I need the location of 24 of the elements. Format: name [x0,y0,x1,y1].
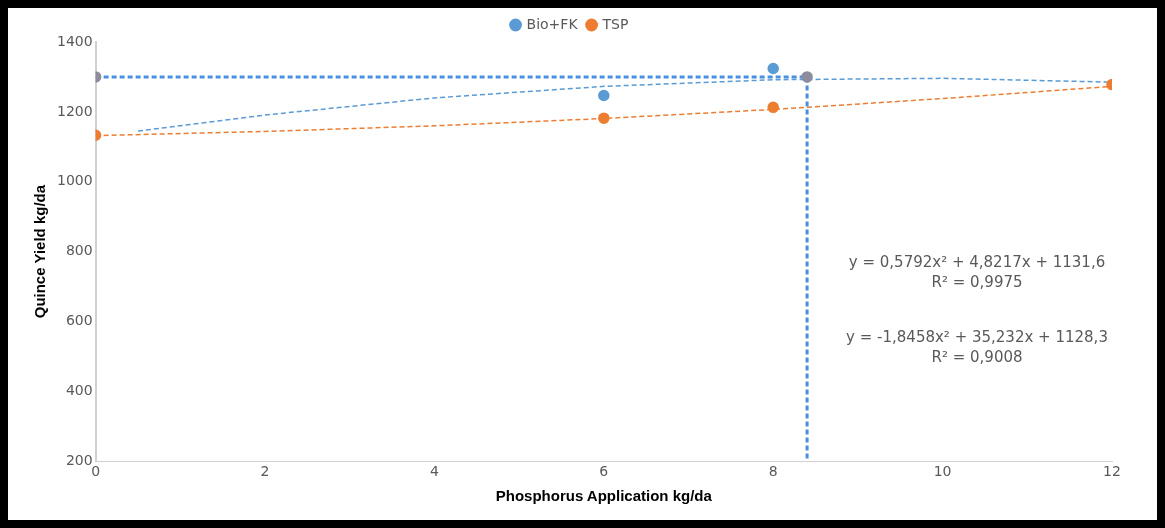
point [598,89,610,102]
y-tick-label: 1400 [56,32,93,49]
x-tick-label: 12 [1103,463,1121,480]
y-tick-label: 1200 [56,102,93,119]
annotation: R² = 0,9008 [931,347,1023,366]
legend-label: Bio+FK [526,15,579,32]
x-tick-label: 2 [260,463,270,480]
y-tick-label: 800 [65,242,93,259]
legend-label: TSP [601,15,629,32]
y-tick-label: 600 [65,312,93,329]
x-tick-label: 4 [429,463,439,480]
y-axis-title: Quince Yield kg/da [31,184,49,319]
annotation: y = 0,5792x² + 4,8217x + 1131,6 [848,252,1106,271]
x-axis-title: Phosphorus Application kg/da [495,487,713,505]
y-tick-label: 400 [65,381,93,398]
annotation: R² = 0,9975 [931,272,1023,291]
x-tick-label: 0 [91,463,101,480]
x-tick-label: 8 [768,463,778,480]
x-tick-label: 10 [933,463,952,480]
y-tick-label: 200 [65,451,93,468]
annotation: y = -1,8458x² + 35,232x + 1128,3 [846,327,1108,346]
y-tick-label: 1000 [56,172,93,189]
point [767,62,779,75]
x-tick-label: 6 [599,463,609,480]
